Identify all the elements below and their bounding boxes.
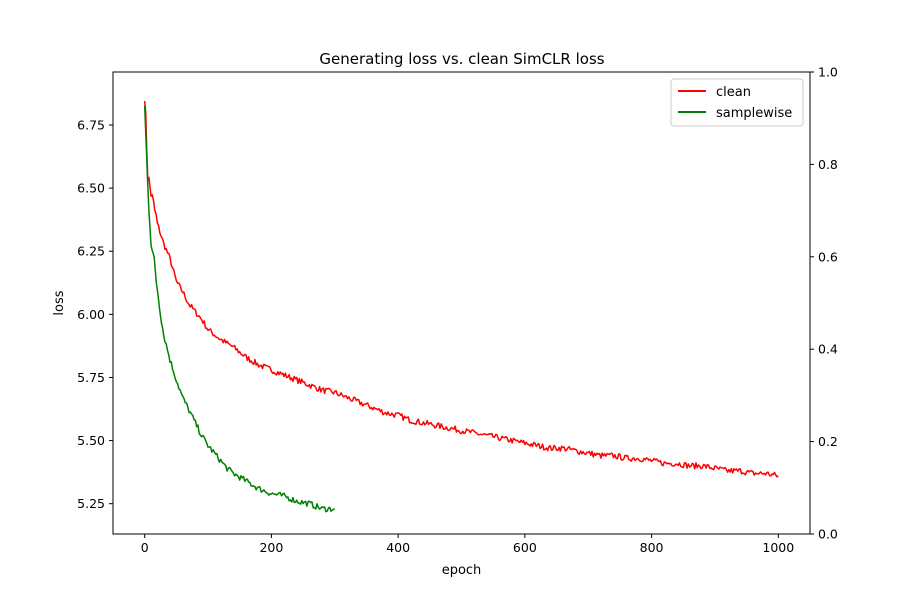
legend-label-clean: clean (716, 85, 751, 100)
x-tick-label: 200 (259, 540, 283, 555)
legend: clean samplewise (670, 78, 804, 127)
series-line-clean (143, 100, 779, 478)
y2-tick-label: 0.6 (818, 249, 838, 264)
y2-tick-label: 0.4 (818, 342, 838, 357)
x-tick-label: 0 (141, 540, 149, 555)
y-tick-label: 5.50 (77, 433, 105, 448)
x-tick-label: 800 (640, 540, 664, 555)
series-line-samplewise (143, 105, 336, 513)
x-tick-label: 1000 (762, 540, 794, 555)
y-tick-label: 6.00 (77, 307, 105, 322)
y-tick-label: 6.75 (77, 118, 105, 133)
x-axis-label: epoch (442, 563, 482, 578)
y2-tick-label: 0.8 (818, 157, 838, 172)
y-tick-label: 5.25 (77, 496, 105, 511)
y2-tick-label: 1.0 (818, 65, 838, 80)
y-tick-label: 6.50 (77, 181, 105, 196)
y2-tick-label: 0.2 (818, 434, 838, 449)
x-tick-label: 600 (513, 540, 537, 555)
series-layer (143, 100, 779, 513)
y-tick-label: 6.25 (77, 244, 105, 259)
y-axis-label: loss (52, 290, 67, 315)
y-axis-left: 5.25 5.50 5.75 6.00 6.25 6.50 6.75 (77, 118, 113, 511)
y-tick-label: 5.75 (77, 370, 105, 385)
y-axis-right: 0.0 0.2 0.4 0.6 0.8 1.0 (810, 65, 838, 542)
y2-tick-label: 0.0 (818, 527, 838, 542)
x-axis: 0 200 400 600 800 1000 (141, 534, 794, 555)
x-tick-label: 400 (386, 540, 410, 555)
chart-title: Generating loss vs. clean SimCLR loss (319, 50, 604, 68)
plot-frame (112, 71, 811, 535)
legend-label-samplewise: samplewise (716, 106, 792, 121)
